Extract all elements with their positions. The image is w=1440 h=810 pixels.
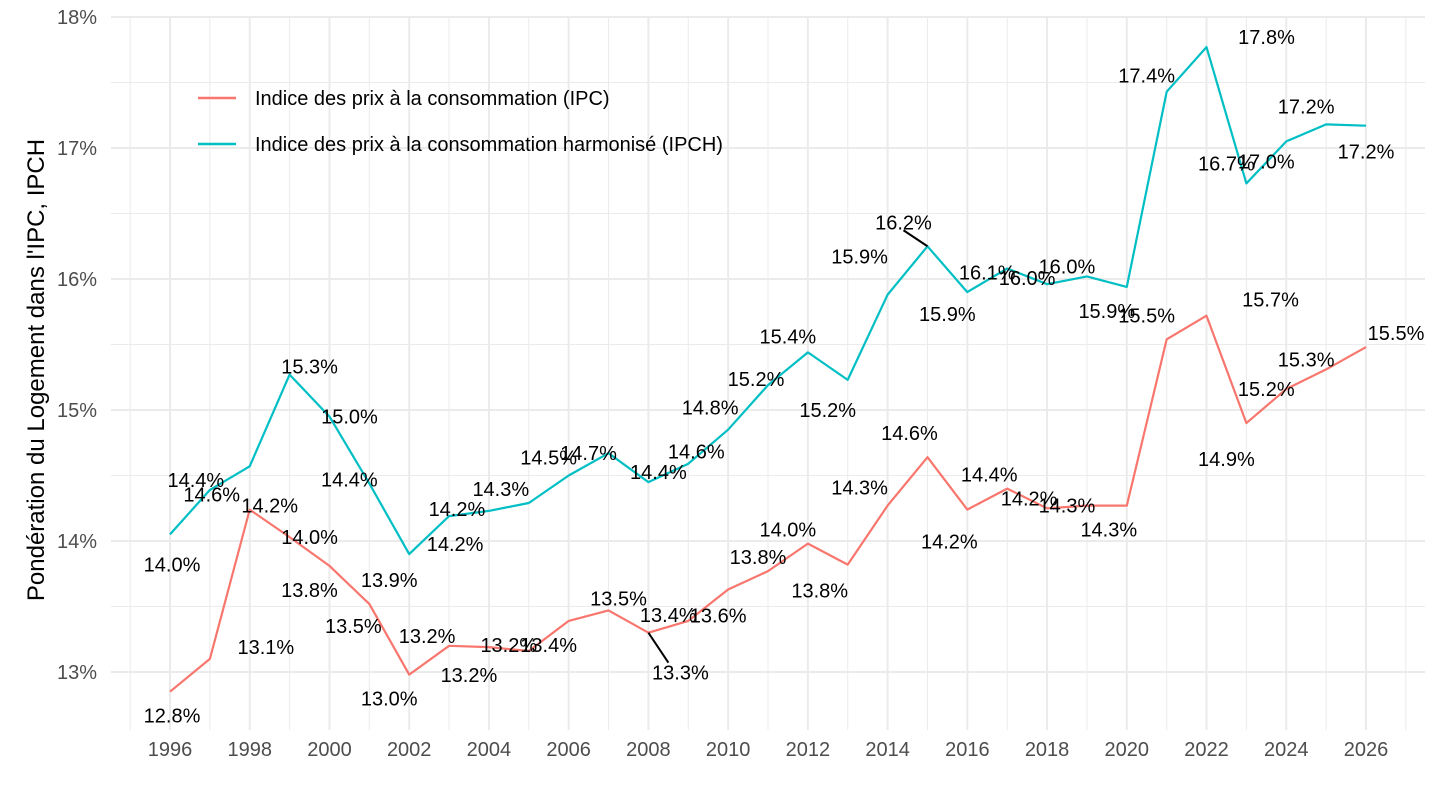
series-line-ipc	[169, 314, 1367, 693]
data-label: 16.0%	[999, 268, 1056, 290]
series-lines	[169, 45, 1367, 693]
x-tick-label: 2004	[467, 739, 512, 761]
data-label: 14.4%	[961, 465, 1018, 487]
data-label: 15.3%	[1278, 349, 1335, 371]
grid	[111, 16, 1425, 730]
data-label: 13.8%	[281, 580, 338, 602]
x-axis-ticks: 1996 1998 2000 2002 2004 2006 2008 2010 2012 2014…	[148, 739, 1389, 761]
data-label: 16.7%	[1198, 153, 1255, 175]
x-tick-label: 1996	[148, 739, 193, 761]
data-label: 13.8%	[730, 547, 787, 569]
data-label: 17.0%	[1238, 151, 1295, 173]
legend-label: Indice des prix à la consommation (IPC)	[255, 88, 610, 110]
data-label: 15.4%	[760, 326, 817, 348]
data-label: 17.2%	[1278, 96, 1335, 118]
x-tick-label: 2000	[307, 739, 352, 761]
data-label: 14.6%	[183, 484, 240, 506]
data-label: 17.2%	[1338, 142, 1395, 164]
data-label: 13.6%	[690, 605, 747, 627]
x-tick-label: 2002	[387, 739, 432, 761]
data-label: 14.4%	[321, 469, 378, 491]
data-label: 15.5%	[1368, 323, 1425, 345]
data-label: 14.5%	[520, 448, 577, 470]
data-label: 15.7%	[1242, 290, 1299, 312]
data-label: 15.2%	[1238, 379, 1295, 401]
x-tick-label: 2020	[1105, 739, 1150, 761]
data-label: 14.2%	[241, 496, 298, 518]
data-label: 14.6%	[668, 442, 725, 464]
data-label: 12.8%	[144, 706, 201, 728]
y-tick-label: 18%	[57, 7, 97, 29]
y-axis-ticks: 13% 14% 15% 16% 17% 18%	[57, 7, 97, 684]
data-label: 14.7%	[560, 443, 617, 465]
legend-label: Indice des prix à la consommation harmon…	[255, 134, 723, 156]
data-label: 14.6%	[881, 423, 938, 445]
data-label: 13.8%	[791, 581, 848, 603]
y-axis-title: Pondération du Logement dans l'IPC, IPCH	[23, 139, 50, 601]
data-label: 13.4%	[520, 635, 577, 657]
data-label: 15.5%	[1118, 305, 1175, 327]
data-label: 15.9%	[831, 247, 888, 269]
y-tick-label: 17%	[57, 138, 97, 160]
x-tick-label: 2010	[706, 739, 751, 761]
data-label: 15.2%	[728, 369, 785, 391]
data-label: 14.3%	[1039, 496, 1096, 518]
data-label: 13.5%	[590, 588, 647, 610]
data-label: 14.2%	[1001, 488, 1058, 510]
y-tick-label: 16%	[57, 269, 97, 291]
y-tick-label: 14%	[57, 531, 97, 553]
x-tick-label: 2026	[1344, 739, 1389, 761]
x-tick-label: 2014	[865, 739, 910, 761]
data-label: 14.3%	[831, 478, 888, 500]
data-label: 13.4%	[640, 605, 697, 627]
x-tick-label: 2008	[626, 739, 671, 761]
x-tick-label: 2022	[1184, 739, 1229, 761]
legend: Indice des prix à la consommation (IPC) I…	[198, 88, 723, 156]
data-label: 14.8%	[682, 398, 739, 420]
data-label: 15.9%	[1078, 301, 1135, 323]
data-label: 15.9%	[919, 304, 976, 326]
data-label: 13.2%	[480, 635, 537, 657]
data-label: 14.0%	[144, 554, 201, 576]
data-label: 14.0%	[760, 520, 817, 542]
label-leader-line	[902, 229, 929, 248]
data-label: 13.3%	[652, 663, 709, 685]
data-label: 15.2%	[799, 400, 856, 422]
data-label: 15.3%	[281, 357, 338, 379]
data-label: 13.2%	[399, 626, 456, 648]
data-label: 16.0%	[1039, 256, 1096, 278]
data-labels: 12.8% 13.1% 14.2% 14.0% 13.8% 13.5% 13.0% 13.2%…	[144, 27, 1425, 728]
data-label: 15.0%	[321, 407, 378, 429]
data-label: 13.5%	[325, 616, 382, 638]
y-tick-label: 15%	[57, 400, 97, 422]
data-label: 14.4%	[630, 462, 687, 484]
data-label: 14.3%	[472, 479, 529, 501]
data-label: 14.2%	[429, 499, 486, 521]
x-tick-label: 1998	[227, 739, 272, 761]
data-label: 13.0%	[361, 689, 418, 711]
data-label: 13.2%	[441, 665, 498, 687]
x-tick-label: 2018	[1025, 739, 1070, 761]
data-label: 13.9%	[361, 570, 418, 592]
data-label: 14.9%	[1198, 449, 1255, 471]
data-label: 14.3%	[1080, 520, 1137, 542]
data-label: 16.2%	[875, 212, 932, 234]
data-label: 14.4%	[168, 470, 225, 492]
x-tick-label: 2016	[945, 739, 990, 761]
x-tick-label: 2006	[546, 739, 591, 761]
data-label: 13.1%	[238, 637, 295, 659]
data-label: 16.1%	[959, 263, 1016, 285]
data-label: 14.2%	[427, 534, 484, 556]
series-line-ipch	[169, 45, 1367, 556]
x-tick-label: 2012	[786, 739, 831, 761]
data-label: 17.4%	[1118, 66, 1175, 88]
y-tick-label: 13%	[57, 662, 97, 684]
data-label: 14.2%	[921, 532, 978, 554]
x-tick-label: 2024	[1264, 739, 1309, 761]
data-label: 17.8%	[1238, 27, 1295, 49]
label-leader-line	[647, 632, 670, 664]
data-label: 14.0%	[281, 527, 338, 549]
